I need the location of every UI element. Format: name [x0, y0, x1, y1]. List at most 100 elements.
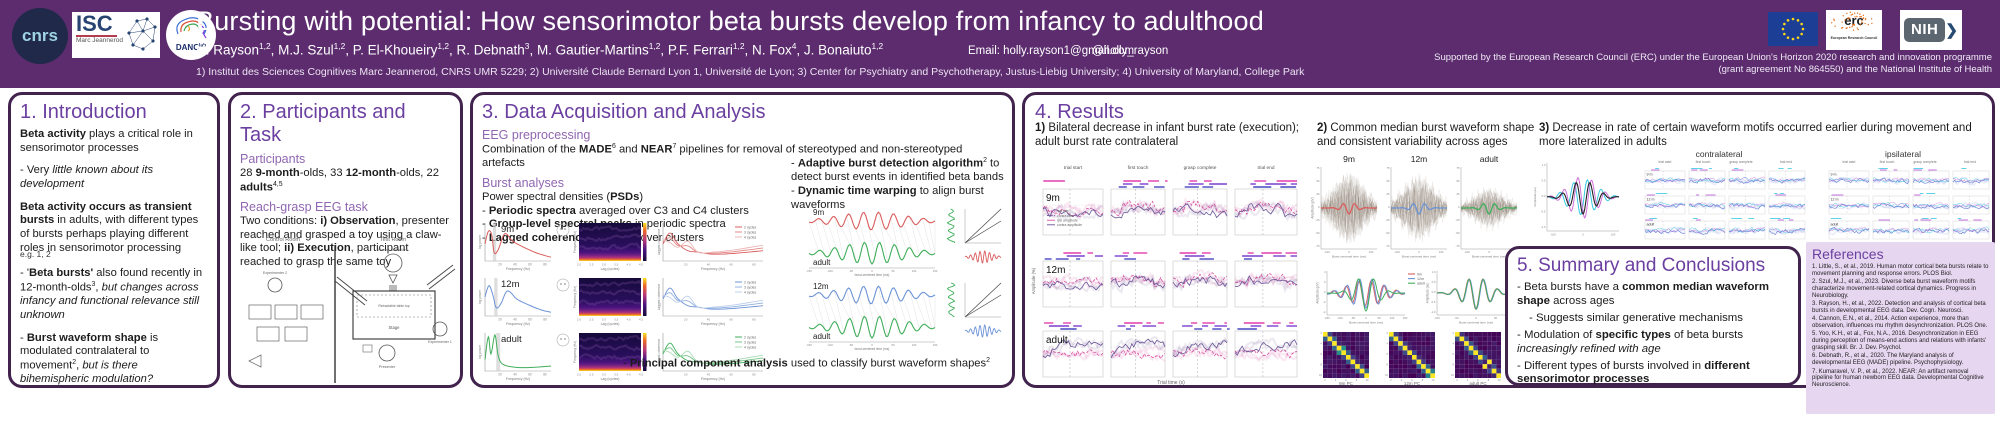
svg-text:1.0: 1.0 [1542, 163, 1546, 167]
svg-text:2: 2 [1390, 378, 1392, 382]
svg-text:4.5: 4.5 [639, 263, 644, 267]
svg-text:-0.5: -0.5 [1541, 210, 1546, 214]
svg-text:Frequency (Hz): Frequency (Hz) [701, 377, 725, 381]
svg-text:adult: adult [1647, 223, 1655, 227]
svg-text:-100: -100 [1550, 233, 1556, 237]
svg-text:20: 20 [498, 373, 502, 377]
svg-text:2: 2 [1321, 331, 1323, 335]
svg-text:80: 80 [543, 263, 547, 267]
svg-text:burst-centered time (ms): burst-centered time (ms) [855, 347, 890, 351]
svg-text:100: 100 [1390, 316, 1395, 320]
svg-text:2: 2 [1456, 378, 1458, 382]
summary-bullet-2: - Suggests similar generative mechanisms [1529, 311, 1743, 324]
svg-text:-100: -100 [1464, 250, 1470, 254]
svg-text:-50: -50 [849, 343, 853, 347]
poster-title: Bursting with potential: How sensorimoto… [196, 6, 1264, 36]
svg-text:Presenter: Presenter [379, 365, 396, 369]
svg-text:150: 150 [933, 343, 938, 347]
svg-text:-2: -2 [1323, 300, 1326, 304]
intro-paragraph-2: - Very little known about its developmen… [20, 164, 154, 190]
svg-text:Frequency (Hz): Frequency (Hz) [701, 322, 725, 326]
svg-text:0: 0 [1318, 205, 1320, 209]
eu-stars [1781, 17, 1805, 41]
svg-text:Frequency (Hz): Frequency (Hz) [573, 286, 577, 308]
svg-text:6: 6 [1345, 378, 1347, 382]
burst-detection-bullets: - Adaptive burst detection algorithm2 to… [791, 157, 1009, 212]
svg-text:50: 50 [1316, 179, 1320, 183]
svg-text:Frequency (Hz): Frequency (Hz) [506, 322, 530, 326]
section-summary: 5. Summary and Conclusions - Beta bursts… [1505, 246, 1801, 386]
svg-text:first touch: first touch [1880, 160, 1895, 164]
summary-bullet-1: - Beta bursts have a common median wavef… [1517, 281, 1769, 307]
bullet-adaptive-detection: - Adaptive burst detection algorithm2 to… [791, 157, 1004, 184]
fig-burst-rate-trials: trial start first touch grasp complete tria… [1031, 165, 1298, 386]
svg-text:-1.0: -1.0 [1541, 225, 1546, 229]
svg-text:trial start: trial start [1064, 165, 1083, 171]
svg-text:50: 50 [1377, 316, 1381, 320]
svg-text:8: 8 [1488, 378, 1490, 382]
svg-text:-100: -100 [1324, 250, 1330, 254]
svg-text:Stage: Stage [389, 325, 401, 330]
reference-item: 3. Rayson, H., et al., 2022. Detection a… [1812, 301, 1986, 314]
svg-text:trial start: trial start [1659, 160, 1672, 164]
svg-text:-75: -75 [1385, 244, 1389, 248]
svg-text:ipsi rate: ipsi rate [1057, 209, 1069, 213]
svg-text:Lag (cycles): Lag (cycles) [601, 267, 620, 271]
svg-text:trial end: trial end [1257, 165, 1274, 171]
svg-text:Lagged coherence: Lagged coherence [657, 284, 661, 311]
svg-text:10: 10 [1498, 378, 1501, 382]
svg-text:0: 0 [1475, 316, 1477, 320]
svg-text:first touch: first touch [1128, 165, 1149, 171]
svg-text:adult: adult [813, 258, 831, 267]
nih-logo-text: NIH [1904, 18, 1946, 42]
svg-text:adult: adult [1480, 154, 1499, 164]
svg-text:20: 20 [498, 263, 502, 267]
svg-text:100: 100 [912, 343, 917, 347]
svg-text:2 cycles: 2 cycles [744, 225, 757, 229]
svg-text:0: 0 [1582, 233, 1584, 237]
svg-text:Lagged coherence: Lagged coherence [657, 339, 661, 366]
svg-text:6: 6 [1477, 378, 1479, 382]
eu-flag-logo [1768, 12, 1818, 46]
svg-text:8: 8 [1356, 378, 1358, 382]
svg-text:-100: -100 [827, 269, 833, 273]
svg-text:9m: 9m [813, 208, 824, 217]
funding-statement: Supported by the European Research Counc… [1434, 52, 1992, 75]
svg-text:0: 0 [1348, 250, 1350, 254]
svg-text:40: 40 [513, 318, 517, 322]
svg-text:Burst-centered time (ms): Burst-centered time (ms) [1349, 321, 1383, 325]
intro-paragraph-5: - Burst waveform shape is modulated cont… [20, 331, 159, 386]
svg-text:Burst-centered time (ms): Burst-centered time (ms) [1472, 255, 1506, 259]
svg-text:9 m: 9 m [1647, 173, 1653, 177]
fig-task-setup-diagram: Control Room Test Room Experimenter 2 Paren… [248, 237, 456, 383]
svg-text:20: 20 [684, 263, 688, 267]
svg-text:Frequency (Hz): Frequency (Hz) [506, 377, 530, 381]
svg-text:40: 40 [707, 263, 711, 267]
svg-text:40: 40 [707, 373, 711, 377]
svg-text:4: 4 [1321, 342, 1323, 346]
svg-text:0.5: 0.5 [1432, 280, 1436, 284]
svg-text:Burst-centered time (ms): Burst-centered time (ms) [1459, 321, 1493, 325]
svg-text:Lag (cycles): Lag (cycles) [601, 322, 620, 326]
svg-text:Frequency (Hz): Frequency (Hz) [573, 341, 577, 363]
svg-text:3.5: 3.5 [614, 263, 619, 267]
svg-text:6: 6 [1387, 352, 1389, 356]
svg-text:2.5: 2.5 [589, 263, 594, 267]
svg-text:80: 80 [543, 318, 547, 322]
svg-text:contralateral: contralateral [1696, 149, 1743, 159]
nih-logo: NIH ❯ [1900, 10, 1962, 50]
svg-text:2.0: 2.0 [577, 263, 582, 267]
bullet-pca: - Principal component analysis used to c… [623, 357, 990, 370]
svg-text:2 cycles: 2 cycles [744, 280, 757, 284]
svg-text:60: 60 [528, 263, 532, 267]
svg-text:20: 20 [498, 318, 502, 322]
svg-text:4: 4 [1453, 342, 1455, 346]
svg-text:2: 2 [1453, 331, 1455, 335]
svg-text:50: 50 [1456, 179, 1460, 183]
svg-text:8: 8 [1422, 378, 1424, 382]
svg-text:2.0: 2.0 [577, 373, 582, 377]
svg-text:1.0: 1.0 [1432, 270, 1436, 274]
danclab-logo-text: DANClab [175, 43, 207, 52]
svg-text:4: 4 [1335, 378, 1337, 382]
section-introduction: 1. Introduction Beta activity plays a cr… [8, 92, 220, 388]
